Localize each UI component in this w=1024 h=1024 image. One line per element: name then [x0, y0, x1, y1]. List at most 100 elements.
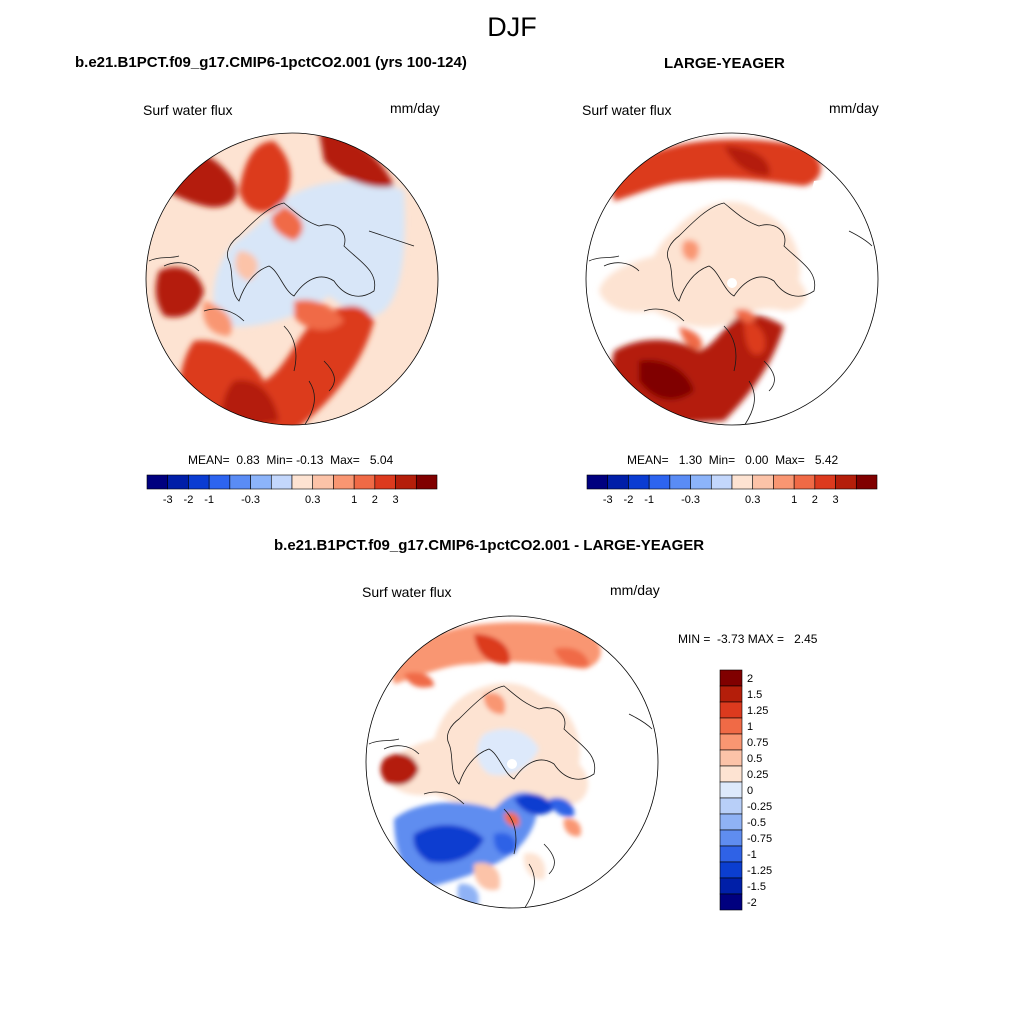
panel2-colorbar-box [710, 474, 733, 490]
panel3-colorbar-label: -2 [747, 897, 757, 909]
panel3-colorbar-label: -1 [747, 849, 757, 861]
panel2-colorbar-box [731, 474, 754, 490]
panel3-polar-map [365, 615, 659, 909]
panel3-units: mm/day [610, 582, 660, 598]
panel3-colorbar-box [719, 701, 743, 719]
panel3-colorbar: 2 1.5 1.25 1 0.75 0.5 0.25 0 -0.25 -0.5 -0.75 -1 -1.… [719, 669, 772, 911]
panel1-colorbar-box [333, 474, 355, 490]
panel3-map-border [365, 615, 659, 909]
panel1-title: b.e21.B1PCT.f09_g17.CMIP6-1pctCO2.001 (y… [75, 54, 467, 71]
panel2-colorbar: -3 -2 -1 -0.3 0.3 1 2 3 [586, 474, 878, 506]
panel1-colorbar: -3 -2 -1 -0.3 0.3 1 2 3 [146, 474, 438, 506]
panel2-colorbar-box [690, 474, 712, 490]
panel2-colorbar-label: -2 [624, 494, 634, 506]
figure-season-title: DJF [487, 12, 537, 42]
panel3-colorbar-box [719, 845, 743, 863]
panel1-colorbar-box [146, 474, 169, 490]
panel1-colorbar-box [167, 474, 189, 490]
panel1-colorbar-box [374, 474, 396, 490]
panel1-colorbar-box [353, 474, 376, 490]
panel1-colorbar-label: 2 [372, 494, 378, 506]
panel3-colorbar-box [719, 829, 743, 847]
panel2-colorbar-label: 2 [812, 494, 818, 506]
panel1-colorbar-label: 1 [351, 494, 357, 506]
panel2-colorbar-box [628, 474, 650, 490]
panel2-colorbar-box [669, 474, 691, 490]
panel1-colorbar-box [270, 474, 293, 490]
panel1-mean-value: 0.83 [236, 453, 260, 467]
panel2-colorbar-box [855, 474, 878, 490]
panel2-max-value: 5.42 [814, 453, 839, 467]
panel3-colorbar-box [719, 797, 743, 815]
panel3-stats: MIN = -3.73 MAX = 2.45 [678, 632, 818, 646]
panel3-colorbar-label: 1 [747, 721, 753, 733]
panel3-colorbar-label: 0 [747, 785, 753, 797]
panel2-colorbar-box [752, 474, 774, 490]
panel3-pole-hole [507, 759, 517, 769]
panel1-max-value: 5.04 [369, 453, 394, 467]
panel1-stats: MEAN= 0.83 Min= -0.13 Max= 5.04 [188, 453, 394, 467]
panel3-colorbar-label: -1.5 [747, 881, 766, 893]
panel2-colorbar-label: -1 [644, 494, 654, 506]
panel2-colorbar-label: -3 [603, 494, 613, 506]
panel3-colorbar-label: 0.5 [747, 753, 762, 765]
panel3-colorbar-label: 2 [747, 673, 753, 685]
panel2-colorbar-label: 0.3 [745, 494, 760, 506]
panel3-colorbar-label: 0.75 [747, 737, 768, 749]
panel2-mean-value: 1.30 [678, 453, 703, 467]
panel3-title: b.e21.B1PCT.f09_g17.CMIP6-1pctCO2.001 - … [274, 537, 705, 554]
panel3-colorbar-label: 1.5 [747, 689, 762, 701]
panel3-max-value: 2.45 [794, 632, 818, 646]
panel2-variable: Surf water flux [582, 102, 672, 118]
panel3-colorbar-box [719, 781, 743, 799]
panel2-colorbar-box [607, 474, 629, 490]
panel1-colorbar-label: 0.3 [305, 494, 320, 506]
panel3-colorbar-box [719, 749, 743, 767]
panel1-colorbar-label: -2 [184, 494, 194, 506]
panel3-colorbar-box [719, 893, 743, 911]
panel2-colorbar-box [793, 474, 816, 490]
panel1-colorbar-box [188, 474, 210, 490]
panel1-colorbar-box [208, 474, 231, 490]
panel2-min-value: 0.00 [745, 453, 769, 467]
panel2-colorbar-box [586, 474, 609, 490]
panel2-stats: MEAN= 1.30 Min= 0.00 Max= 5.42 [627, 453, 839, 467]
panel1-colorbar-label: 3 [393, 494, 399, 506]
panel2-polar-map [585, 132, 879, 426]
panel1-polar-map [145, 132, 439, 426]
panel3-colorbar-box [719, 685, 743, 703]
panel1-colorbar-box [395, 474, 417, 490]
panel1-colorbar-box [312, 474, 334, 490]
panel1-colorbar-label: -3 [163, 494, 173, 506]
panel3-colorbar-box [719, 669, 743, 687]
panel3-min-value: -3.73 [717, 632, 745, 646]
panel2-title: LARGE-YEAGER [664, 55, 785, 72]
panel2-colorbar-box [648, 474, 671, 490]
panel2-colorbar-label: -0.3 [681, 494, 700, 506]
panel1-colorbar-box [229, 474, 251, 490]
panel3-colorbar-box [719, 733, 743, 751]
panel1-min-value: -0.13 [296, 453, 324, 467]
panel3-colorbar-label: -1.25 [747, 865, 772, 877]
panel2-pole-hole [727, 278, 737, 288]
panel2-colorbar-label: 1 [791, 494, 797, 506]
panel1-colorbar-label: -0.3 [241, 494, 260, 506]
panel1-colorbar-box [415, 474, 438, 490]
panel1-units: mm/day [390, 100, 440, 116]
panel2-colorbar-label: 3 [833, 494, 839, 506]
panel1-map-border [145, 132, 439, 426]
panel3-colorbar-box [719, 765, 743, 783]
panel1-colorbar-label: -1 [204, 494, 214, 506]
panel3-colorbar-label: 0.25 [747, 769, 768, 781]
panel3-colorbar-label: -0.5 [747, 817, 766, 829]
panel3-colorbar-box [719, 877, 743, 895]
panel1-colorbar-box [250, 474, 272, 490]
panel3-colorbar-box [719, 717, 743, 735]
panel3-colorbar-label: -0.25 [747, 801, 772, 813]
panel2-colorbar-box [773, 474, 795, 490]
panel3-colorbar-label: -0.75 [747, 833, 772, 845]
panel3-colorbar-box [719, 861, 743, 879]
panel3-colorbar-label: 1.25 [747, 705, 768, 717]
panel2-colorbar-box [835, 474, 857, 490]
panel3-colorbar-box [719, 813, 743, 831]
